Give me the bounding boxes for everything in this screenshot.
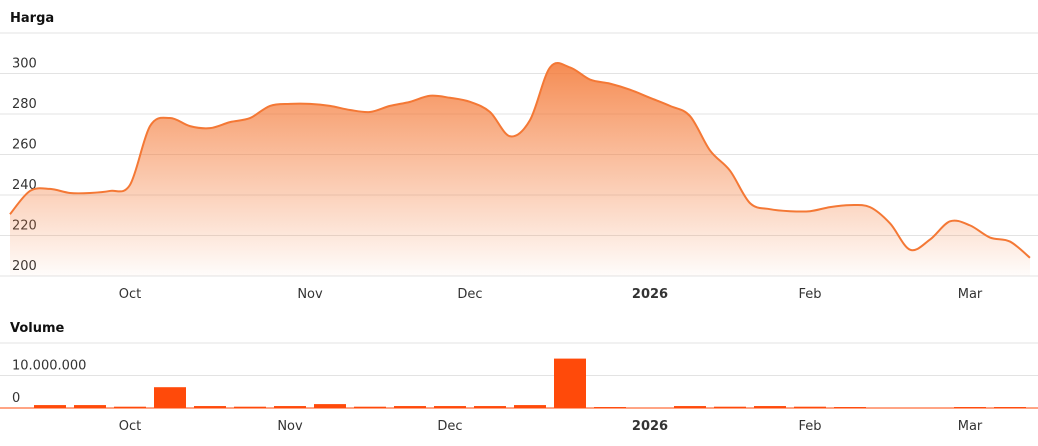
bar — [714, 406, 746, 408]
y-tick-label: 280 — [12, 97, 37, 112]
bar — [554, 358, 586, 408]
bar — [994, 407, 1026, 408]
price-title: Harga — [10, 11, 54, 26]
x-tick-label: Feb — [798, 419, 821, 434]
y-tick-label: 260 — [12, 138, 37, 153]
bar — [794, 406, 826, 408]
bar — [394, 406, 426, 408]
x-tick-label: Mar — [958, 419, 983, 434]
bar — [274, 406, 306, 408]
x-tick-label: 2026 — [632, 287, 668, 302]
x-tick-label: 2026 — [632, 419, 668, 434]
bar — [194, 406, 226, 408]
bar — [594, 407, 626, 408]
bar — [434, 406, 466, 408]
bar — [754, 406, 786, 408]
y-tick-label: 240 — [12, 178, 37, 193]
x-tick-label: Feb — [798, 287, 821, 302]
bar — [834, 407, 866, 408]
bar — [154, 387, 186, 408]
bar — [954, 407, 986, 408]
bar — [674, 406, 706, 408]
x-tick-label: Nov — [277, 419, 303, 434]
x-tick-label: Dec — [457, 287, 482, 302]
bar — [114, 406, 146, 408]
bar — [314, 404, 346, 408]
bar — [514, 405, 546, 408]
x-tick-label: Nov — [297, 287, 323, 302]
bar — [34, 405, 66, 408]
x-tick-label: Mar — [958, 287, 983, 302]
y-tick-label: 300 — [12, 57, 37, 72]
bar — [354, 406, 386, 408]
line — [9, 62, 1031, 259]
area — [10, 63, 1030, 277]
x-tick-label: Oct — [119, 419, 141, 434]
x-tick-label: Oct — [119, 287, 141, 302]
x-tick-label: Dec — [437, 419, 462, 434]
volume-title: Volume — [10, 321, 65, 336]
bar — [474, 406, 506, 408]
bar — [234, 406, 266, 408]
bar — [74, 405, 106, 408]
y-tick-label: 10.000.000 — [12, 359, 86, 374]
y-tick-label: 0 — [12, 391, 20, 406]
